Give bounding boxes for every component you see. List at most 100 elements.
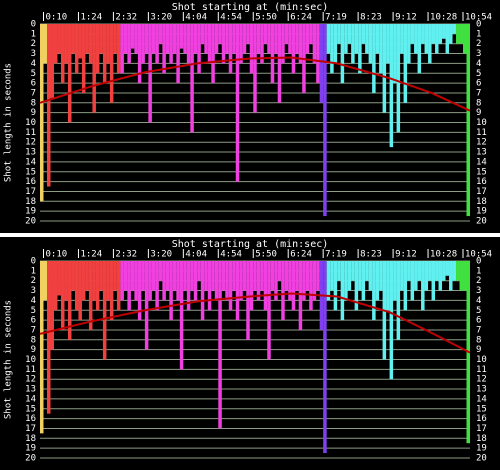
bar <box>46 24 51 187</box>
bar <box>288 24 292 54</box>
bar <box>291 261 296 311</box>
bar <box>109 24 114 103</box>
bar <box>452 24 457 34</box>
bar <box>183 261 187 291</box>
y-tick-label-right: 4 <box>476 296 481 306</box>
y-tick-label-right: 2 <box>476 39 481 49</box>
bar <box>239 261 243 301</box>
y-tick-label-right: 15 <box>476 404 487 414</box>
bar <box>309 261 313 311</box>
bar <box>40 261 44 434</box>
bar <box>386 24 390 64</box>
bar <box>176 261 180 301</box>
x-tick-label: 3:20 <box>150 13 172 23</box>
bar <box>228 24 233 74</box>
y-tick-label: 14 <box>25 157 36 167</box>
y-tick-label: 13 <box>25 148 36 158</box>
bar <box>428 24 432 64</box>
bar <box>99 24 103 54</box>
x-tick-label: 4:54 <box>220 250 242 260</box>
bar <box>452 261 457 281</box>
bar <box>158 24 163 44</box>
bar <box>337 261 341 281</box>
y-tick-label-right: 1 <box>476 266 481 276</box>
bar <box>155 261 159 311</box>
bar <box>414 24 418 54</box>
bar <box>67 261 72 340</box>
bar <box>127 261 131 311</box>
bar <box>456 261 460 281</box>
bar <box>221 261 226 291</box>
bar <box>43 24 47 64</box>
y-tick-label-right: 19 <box>476 207 487 217</box>
bar <box>193 24 198 54</box>
bar <box>365 261 369 281</box>
x-tick-label: 6:24 <box>290 250 312 260</box>
bar <box>295 261 299 291</box>
bar <box>249 261 254 311</box>
bar <box>246 261 250 340</box>
bar <box>431 24 436 44</box>
bar <box>260 24 264 64</box>
bar <box>200 261 205 321</box>
trend-line <box>39 292 471 354</box>
bar <box>340 24 345 84</box>
bar <box>88 261 93 330</box>
bar <box>445 24 450 54</box>
bar <box>190 24 194 133</box>
bar <box>127 24 131 64</box>
y-tick-label: 12 <box>25 138 36 148</box>
bar <box>235 24 240 182</box>
bar <box>354 24 359 54</box>
bar <box>361 261 366 301</box>
bar <box>284 24 289 44</box>
y-tick-label: 15 <box>25 404 36 414</box>
bar <box>449 261 453 291</box>
y-tick-label-right: 8 <box>476 98 481 108</box>
bar <box>172 24 177 54</box>
bar <box>428 261 432 281</box>
bar <box>113 261 117 291</box>
bar <box>270 24 275 84</box>
bar <box>410 24 415 44</box>
bar <box>281 24 285 64</box>
bar <box>375 24 380 54</box>
bar <box>459 24 464 44</box>
bar <box>144 24 149 54</box>
bar <box>421 261 425 311</box>
bar <box>50 24 54 98</box>
y-tick-label: 0 <box>31 257 36 267</box>
bar <box>246 24 250 44</box>
bar <box>102 261 107 360</box>
y-tick-label-right: 19 <box>476 444 487 454</box>
bar <box>123 261 128 291</box>
y-tick-label-right: 15 <box>476 167 487 177</box>
x-tick-label: 5:50 <box>255 250 277 260</box>
bar <box>92 261 96 301</box>
bar <box>120 24 124 74</box>
y-tick-label-right: 11 <box>476 365 487 375</box>
x-tick-label: 10:28 <box>430 250 457 260</box>
bar <box>291 24 296 74</box>
y-tick-label-right: 3 <box>476 49 481 59</box>
y-tick-label: 9 <box>31 108 36 118</box>
y-tick-label: 12 <box>25 375 36 385</box>
bar <box>323 261 327 454</box>
y-tick-label-right: 7 <box>476 325 481 335</box>
x-tick-label: 0:10 <box>45 250 67 260</box>
bar <box>190 261 194 291</box>
bar <box>253 261 257 291</box>
bar <box>64 261 68 301</box>
bar <box>242 24 247 54</box>
y-tick-label: 8 <box>31 335 36 345</box>
y-tick-label-right: 16 <box>476 414 487 424</box>
y-tick-label: 11 <box>25 128 36 138</box>
bar <box>263 24 268 44</box>
bar <box>78 261 82 321</box>
bar <box>393 261 397 301</box>
y-tick-label-right: 14 <box>476 157 487 167</box>
bar <box>361 24 366 44</box>
bar <box>379 261 383 291</box>
bar <box>106 261 110 301</box>
